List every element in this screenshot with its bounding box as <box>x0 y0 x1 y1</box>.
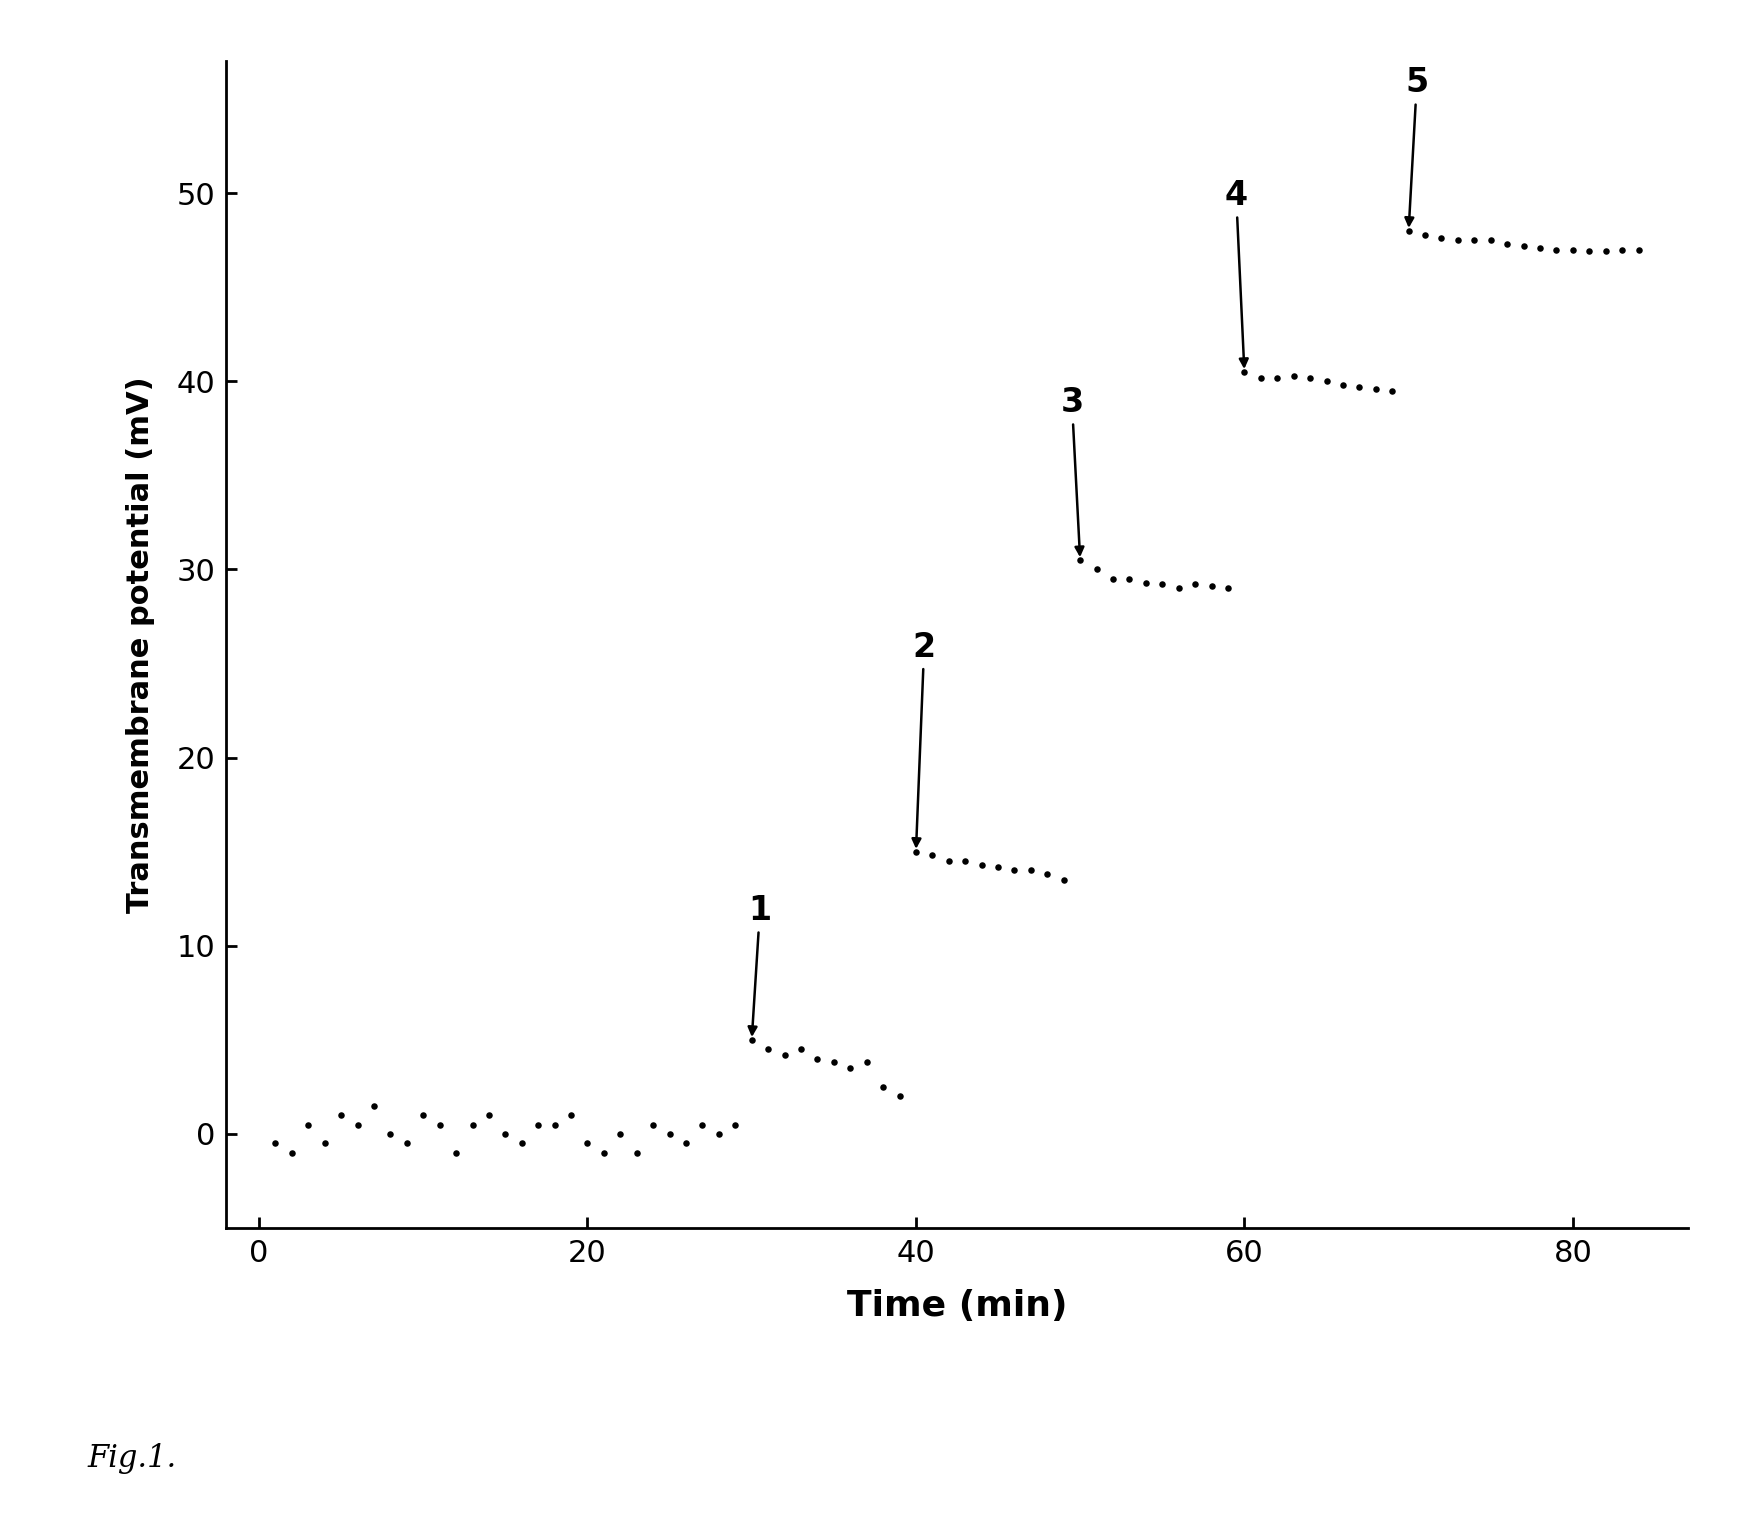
X-axis label: Time (min): Time (min) <box>847 1289 1066 1323</box>
Point <box>1278 364 1306 388</box>
Point <box>1229 359 1257 384</box>
Point <box>508 1131 536 1156</box>
Point <box>590 1141 617 1165</box>
Point <box>689 1113 716 1137</box>
Point <box>1624 238 1652 262</box>
Point <box>786 1038 814 1062</box>
Text: 2: 2 <box>911 631 936 846</box>
Point <box>885 1084 913 1108</box>
Point <box>1247 365 1275 390</box>
Text: 3: 3 <box>1059 385 1083 554</box>
Text: 1: 1 <box>748 893 770 1035</box>
Point <box>1181 573 1209 597</box>
Point <box>556 1102 584 1127</box>
Point <box>1214 576 1242 600</box>
Point <box>1443 227 1471 252</box>
Point <box>344 1113 372 1137</box>
Point <box>1066 548 1094 573</box>
Point <box>1410 223 1438 247</box>
Point <box>1263 365 1290 390</box>
Point <box>1574 239 1602 264</box>
Point <box>819 1050 847 1074</box>
Point <box>934 849 962 873</box>
Point <box>459 1113 487 1137</box>
Point <box>1344 375 1372 399</box>
Point <box>1049 867 1076 892</box>
Point <box>327 1102 355 1127</box>
Text: 5: 5 <box>1405 66 1428 226</box>
Point <box>803 1047 831 1071</box>
Point <box>984 855 1012 880</box>
Point <box>623 1141 650 1165</box>
Point <box>951 849 979 873</box>
Point <box>490 1122 518 1147</box>
Y-axis label: Transmembrane potential (mV): Transmembrane potential (mV) <box>127 376 155 913</box>
Point <box>607 1122 635 1147</box>
Point <box>870 1074 897 1099</box>
Point <box>638 1113 666 1137</box>
Point <box>671 1131 699 1156</box>
Point <box>901 840 929 864</box>
Point <box>1525 235 1553 259</box>
Point <box>1000 858 1028 883</box>
Text: Fig.1.: Fig.1. <box>87 1443 176 1474</box>
Point <box>1476 227 1504 252</box>
Point <box>1196 574 1224 599</box>
Point <box>294 1113 322 1137</box>
Point <box>1115 566 1143 591</box>
Point <box>1377 379 1405 404</box>
Point <box>967 852 995 876</box>
Point <box>836 1056 864 1081</box>
Point <box>1591 239 1619 264</box>
Point <box>1541 238 1569 262</box>
Point <box>770 1042 798 1067</box>
Point <box>409 1102 436 1127</box>
Point <box>311 1131 339 1156</box>
Point <box>541 1113 569 1137</box>
Point <box>1558 238 1586 262</box>
Point <box>1509 233 1537 258</box>
Point <box>523 1113 551 1137</box>
Point <box>753 1038 781 1062</box>
Point <box>393 1131 421 1156</box>
Point <box>1492 232 1520 256</box>
Point <box>1132 571 1160 596</box>
Point <box>1426 226 1454 250</box>
Point <box>704 1122 732 1147</box>
Point <box>722 1113 750 1137</box>
Point <box>1362 376 1389 401</box>
Point <box>1016 858 1043 883</box>
Point <box>1148 573 1176 597</box>
Point <box>737 1027 765 1051</box>
Point <box>1459 227 1487 252</box>
Point <box>1099 566 1127 591</box>
Point <box>1395 218 1423 243</box>
Point <box>475 1102 503 1127</box>
Point <box>918 843 946 867</box>
Point <box>442 1141 470 1165</box>
Point <box>261 1131 289 1156</box>
Point <box>656 1122 683 1147</box>
Point <box>1296 365 1323 390</box>
Point <box>1033 863 1061 887</box>
Point <box>1163 576 1191 600</box>
Point <box>278 1141 306 1165</box>
Point <box>1607 238 1635 262</box>
Point <box>1082 557 1109 582</box>
Point <box>852 1050 880 1074</box>
Text: 4: 4 <box>1224 180 1247 367</box>
Point <box>574 1131 602 1156</box>
Point <box>360 1093 388 1117</box>
Point <box>1311 368 1339 393</box>
Point <box>1329 373 1356 398</box>
Point <box>376 1122 403 1147</box>
Point <box>426 1113 454 1137</box>
